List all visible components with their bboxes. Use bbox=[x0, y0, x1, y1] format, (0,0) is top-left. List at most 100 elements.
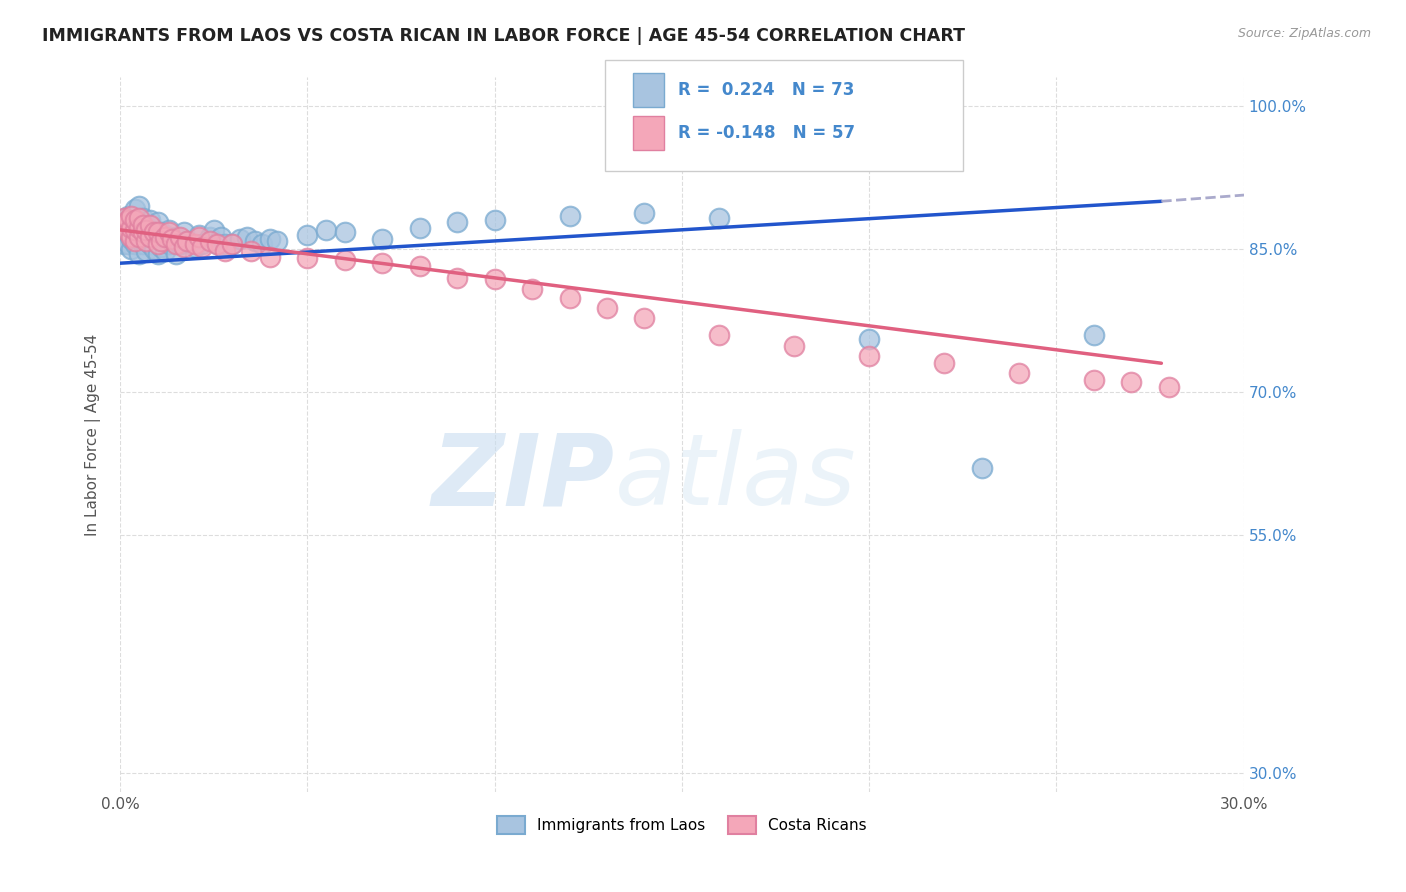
Point bbox=[112, 223, 135, 237]
Point bbox=[117, 237, 139, 252]
Point bbox=[128, 246, 150, 260]
Point bbox=[1121, 376, 1143, 390]
Point bbox=[207, 237, 229, 252]
Point bbox=[120, 221, 142, 235]
Point bbox=[229, 232, 252, 246]
Point bbox=[131, 218, 153, 232]
Point bbox=[176, 235, 198, 249]
Point bbox=[131, 225, 153, 239]
Point bbox=[153, 244, 176, 258]
Point bbox=[135, 235, 157, 249]
Point bbox=[484, 272, 506, 286]
Point bbox=[252, 237, 274, 252]
Point bbox=[169, 237, 191, 252]
Point bbox=[120, 230, 142, 244]
Point bbox=[142, 225, 165, 239]
Point bbox=[124, 237, 146, 252]
Point bbox=[709, 211, 731, 226]
Point bbox=[135, 244, 157, 258]
Point bbox=[297, 227, 319, 242]
Point bbox=[139, 227, 162, 242]
Point bbox=[139, 213, 162, 227]
Point bbox=[146, 215, 169, 229]
Point bbox=[214, 244, 236, 258]
Point bbox=[633, 310, 655, 325]
Point bbox=[157, 225, 180, 239]
Point bbox=[446, 215, 468, 229]
Y-axis label: In Labor Force | Age 45-54: In Labor Force | Age 45-54 bbox=[86, 334, 101, 536]
Point bbox=[858, 349, 880, 363]
Point bbox=[117, 213, 139, 227]
Point bbox=[135, 223, 157, 237]
Point bbox=[128, 230, 150, 244]
Point bbox=[162, 235, 184, 249]
Point bbox=[135, 230, 157, 244]
Point bbox=[128, 199, 150, 213]
Point bbox=[1083, 373, 1105, 387]
Point bbox=[135, 218, 157, 232]
Point bbox=[139, 230, 162, 244]
Point bbox=[131, 211, 153, 226]
Point bbox=[162, 232, 184, 246]
Point bbox=[146, 230, 169, 244]
Point bbox=[1008, 366, 1031, 380]
Point bbox=[128, 227, 150, 242]
Point bbox=[120, 218, 142, 232]
Point bbox=[221, 237, 243, 252]
Point bbox=[124, 223, 146, 237]
Text: R = -0.148   N = 57: R = -0.148 N = 57 bbox=[678, 124, 855, 142]
Point bbox=[315, 223, 337, 237]
Point bbox=[112, 237, 135, 252]
Point bbox=[131, 237, 153, 252]
Point bbox=[117, 209, 139, 223]
Point bbox=[117, 225, 139, 239]
Point bbox=[240, 244, 263, 258]
Point bbox=[165, 246, 187, 260]
Point bbox=[297, 252, 319, 266]
Point bbox=[150, 235, 173, 249]
Point bbox=[124, 235, 146, 249]
Point bbox=[150, 240, 173, 254]
Point bbox=[112, 213, 135, 227]
Point bbox=[128, 211, 150, 226]
Point bbox=[112, 211, 135, 226]
Point bbox=[142, 242, 165, 256]
Point bbox=[446, 270, 468, 285]
Point bbox=[202, 223, 225, 237]
Point bbox=[243, 235, 266, 249]
Point bbox=[633, 205, 655, 219]
Point bbox=[146, 225, 169, 239]
Point bbox=[124, 215, 146, 229]
Point bbox=[139, 237, 162, 252]
Point bbox=[146, 246, 169, 260]
Point bbox=[187, 227, 209, 242]
Point bbox=[932, 356, 955, 370]
Point bbox=[259, 250, 281, 264]
Point bbox=[198, 235, 221, 249]
Point bbox=[187, 230, 209, 244]
Text: IMMIGRANTS FROM LAOS VS COSTA RICAN IN LABOR FORCE | AGE 45-54 CORRELATION CHART: IMMIGRANTS FROM LAOS VS COSTA RICAN IN L… bbox=[42, 27, 965, 45]
Point bbox=[184, 237, 207, 252]
Point bbox=[858, 333, 880, 347]
Point bbox=[484, 213, 506, 227]
Point bbox=[409, 259, 432, 273]
Point bbox=[128, 213, 150, 227]
Point bbox=[520, 282, 543, 296]
Point bbox=[117, 223, 139, 237]
Point bbox=[596, 301, 619, 315]
Point bbox=[1157, 380, 1180, 394]
Point bbox=[333, 225, 356, 239]
Point bbox=[120, 209, 142, 223]
Point bbox=[157, 223, 180, 237]
Point bbox=[970, 461, 993, 475]
Point bbox=[783, 339, 806, 353]
Point bbox=[117, 213, 139, 227]
Point bbox=[173, 225, 195, 239]
Point bbox=[120, 209, 142, 223]
Point bbox=[709, 327, 731, 342]
Point bbox=[371, 232, 394, 246]
Point bbox=[191, 237, 214, 252]
Point bbox=[124, 213, 146, 227]
Point bbox=[139, 218, 162, 232]
Point bbox=[173, 240, 195, 254]
